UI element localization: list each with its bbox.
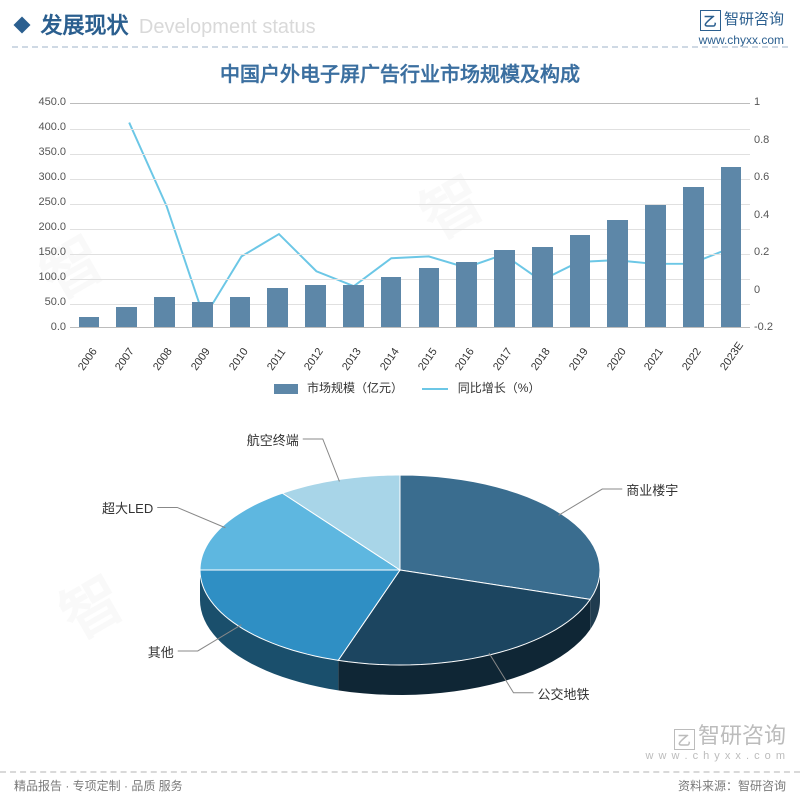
pie-chart: 商业楼宇公交地铁 其他 超大LED 航空终端 bbox=[20, 400, 780, 740]
pie-slice-label: 商业楼宇 bbox=[626, 480, 678, 499]
y1-tick-label: 100.0 bbox=[28, 271, 66, 283]
combo-legend: 市场规模（亿元） 同比增长（%） bbox=[0, 379, 800, 396]
bar bbox=[343, 285, 364, 328]
header-diamond-icon bbox=[14, 17, 31, 34]
y1-tick-label: 200.0 bbox=[28, 221, 66, 233]
brand-name: 智研咨询 bbox=[724, 11, 784, 28]
bar bbox=[419, 268, 440, 327]
x-tick-label: 2015 bbox=[416, 346, 440, 373]
header-brand: 乙 智研咨询 www.chyxx.com bbox=[699, 8, 784, 47]
bar bbox=[607, 220, 628, 328]
footer-brand-url: w w w . c h y x x . c o m bbox=[645, 750, 786, 762]
legend-bar-label: 市场规模（亿元） bbox=[307, 381, 403, 395]
header: 发展现状 Development status 乙 智研咨询 www.chyxx… bbox=[0, 0, 800, 42]
bar bbox=[192, 302, 213, 327]
plot-area bbox=[70, 103, 750, 328]
y2-tick-label: 0.8 bbox=[754, 134, 780, 146]
x-tick-label: 2023E bbox=[718, 340, 746, 373]
pie-svg bbox=[20, 400, 780, 730]
x-tick-label: 2013 bbox=[340, 346, 364, 373]
pie-slice-label: 公交地铁 bbox=[537, 684, 589, 703]
x-tick-label: 2009 bbox=[189, 346, 213, 373]
footer: 乙 智研咨询 w w w . c h y x x . c o m 精品报告 · … bbox=[0, 771, 800, 800]
bar bbox=[305, 285, 326, 328]
x-tick-label: 2014 bbox=[378, 346, 402, 373]
x-tick-label: 2020 bbox=[605, 346, 629, 373]
legend-line-swatch bbox=[422, 388, 448, 390]
x-tick-label: 2012 bbox=[302, 346, 326, 373]
bar bbox=[154, 297, 175, 327]
bar bbox=[79, 317, 100, 327]
y1-tick-label: 300.0 bbox=[28, 171, 66, 183]
bar bbox=[267, 288, 288, 327]
brand-logo-icon: 乙 bbox=[700, 10, 721, 31]
bar bbox=[721, 167, 742, 327]
x-tick-label: 2011 bbox=[265, 347, 288, 373]
y1-tick-label: 0.0 bbox=[28, 321, 66, 333]
x-tick-label: 2016 bbox=[453, 346, 477, 373]
header-title-cn: 发展现状 bbox=[40, 13, 128, 38]
legend-line-label: 同比增长（%） bbox=[458, 381, 541, 395]
legend-bar-swatch bbox=[274, 384, 298, 394]
y1-tick-label: 50.0 bbox=[28, 296, 66, 308]
y2-tick-label: -0.2 bbox=[754, 321, 780, 333]
x-tick-label: 2006 bbox=[76, 346, 100, 373]
footer-brand-name: 智研咨询 bbox=[698, 723, 786, 748]
brand-url: www.chyxx.com bbox=[699, 33, 784, 47]
bar bbox=[570, 235, 591, 328]
bar bbox=[645, 205, 666, 328]
y1-tick-label: 250.0 bbox=[28, 196, 66, 208]
pie-slice-label: 航空终端 bbox=[247, 430, 299, 449]
x-tick-label: 2007 bbox=[113, 346, 137, 373]
footer-left: 精品报告 · 专项定制 · 品质 服务 bbox=[14, 779, 183, 793]
combo-chart: 0.0 50.0 100.0 150.0 200.0 250.0 300.0 350.0 400… bbox=[20, 93, 780, 383]
bar bbox=[456, 262, 477, 327]
bar bbox=[116, 307, 137, 327]
x-tick-label: 2010 bbox=[227, 346, 251, 373]
header-divider bbox=[12, 46, 788, 48]
bar bbox=[683, 187, 704, 327]
pie-slice-label: 其他 bbox=[148, 642, 174, 661]
y1-tick-label: 350.0 bbox=[28, 146, 66, 158]
main-title: 中国户外电子屏广告行业市场规模及构成 bbox=[0, 58, 800, 87]
header-title-en: Development status bbox=[139, 16, 316, 38]
y2-tick-label: 0 bbox=[754, 284, 780, 296]
footer-brand: 乙 智研咨询 w w w . c h y x x . c o m bbox=[645, 718, 786, 762]
bar bbox=[230, 297, 251, 327]
bar bbox=[532, 247, 553, 327]
x-tick-label: 2008 bbox=[151, 346, 175, 373]
y2-tick-label: 0.4 bbox=[754, 209, 780, 221]
y1-tick-label: 150.0 bbox=[28, 246, 66, 258]
footer-right: 资料来源：智研咨询 bbox=[678, 777, 786, 794]
x-tick-label: 2017 bbox=[491, 346, 515, 373]
y2-tick-label: 0.2 bbox=[754, 246, 780, 258]
pie-slice-label: 超大LED bbox=[102, 498, 153, 517]
y2-tick-label: 1 bbox=[754, 96, 780, 108]
bar bbox=[381, 277, 402, 327]
y2-tick-label: 0.6 bbox=[754, 171, 780, 183]
bar bbox=[494, 250, 515, 328]
x-tick-label: 2018 bbox=[529, 346, 553, 373]
x-tick-label: 2019 bbox=[567, 346, 591, 373]
y1-tick-label: 400.0 bbox=[28, 121, 66, 133]
y1-tick-label: 450.0 bbox=[28, 96, 66, 108]
footer-logo-icon: 乙 bbox=[674, 729, 695, 750]
x-tick-label: 2021 bbox=[642, 346, 666, 373]
x-tick-label: 2022 bbox=[680, 346, 704, 373]
